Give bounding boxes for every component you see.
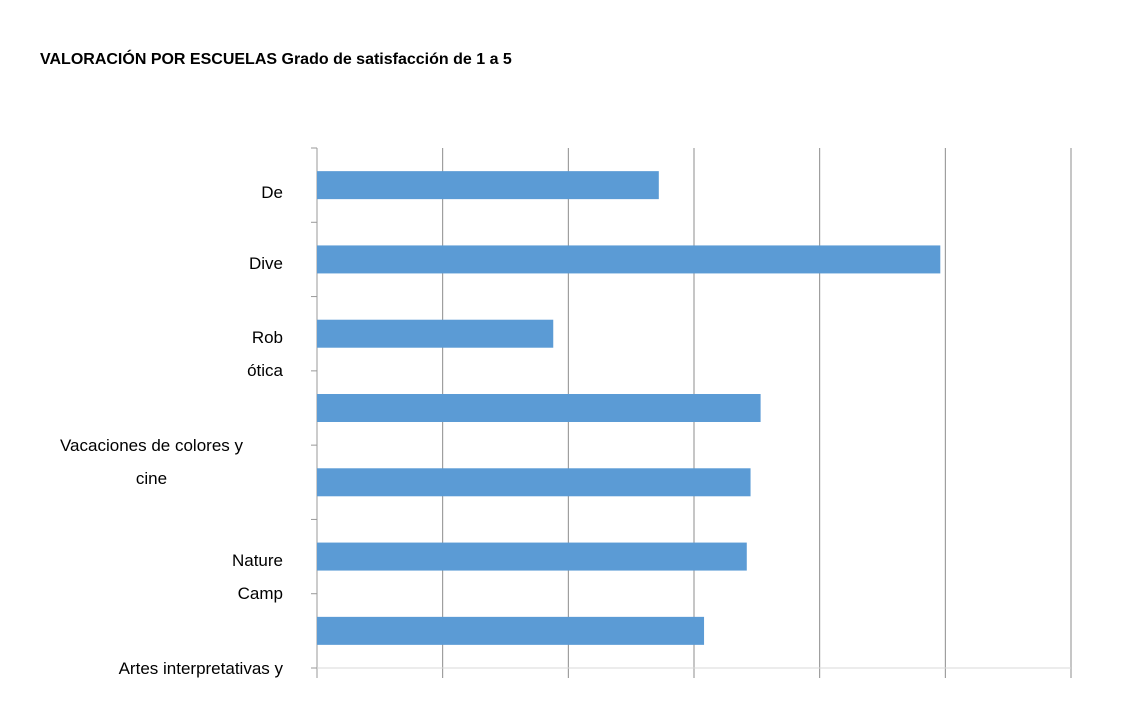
bar (317, 319, 554, 348)
bar (317, 245, 941, 274)
bar (317, 394, 761, 422)
y-tick-label: Artes interpretativas y (118, 659, 283, 678)
bar (317, 171, 659, 200)
y-tick-label: Vacaciones de colores y cine (59, 436, 243, 488)
y-tick-label: De (261, 183, 283, 202)
y-tick-label: Nature Camp (231, 551, 283, 603)
y-tick-label: Dive (248, 254, 283, 273)
bar (317, 616, 705, 645)
chart-title: VALORACIÓN POR ESCUELAS Grado de satisfa… (40, 51, 512, 68)
bar (317, 542, 747, 571)
y-tick-label: Rob ótica (247, 328, 283, 380)
bar (317, 468, 751, 497)
